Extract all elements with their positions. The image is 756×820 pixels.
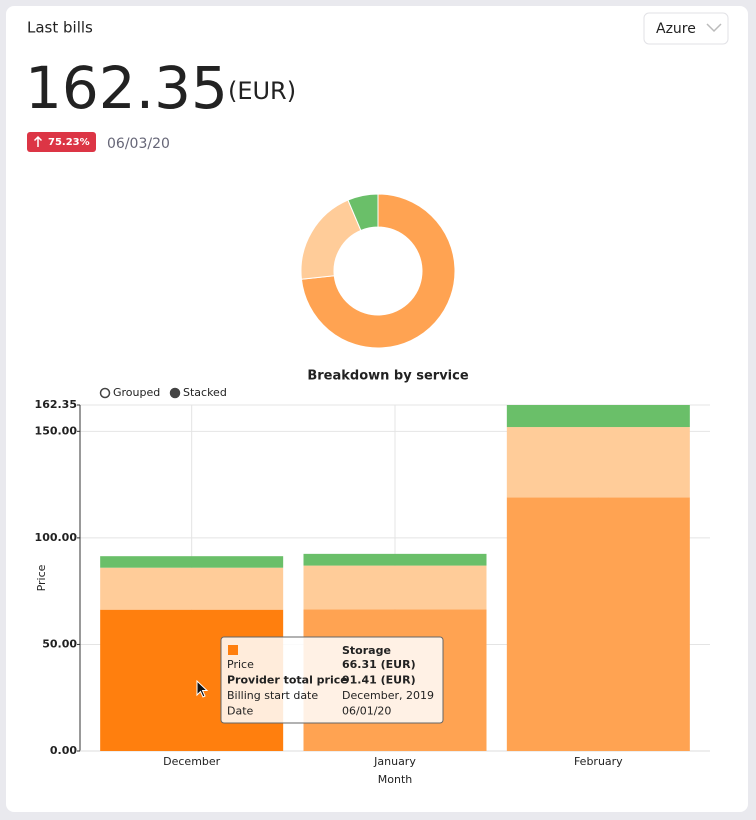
change-badge <box>27 132 96 152</box>
y-tick-label: 162.35 <box>35 398 77 411</box>
x-tick-label: February <box>574 755 623 768</box>
card-title: Last bills <box>27 19 93 37</box>
mode-label[interactable]: Stacked <box>183 386 227 399</box>
amount: 162.35 <box>25 54 228 122</box>
tooltip-value: 06/01/20 <box>342 705 391 718</box>
x-axis-label: Month <box>378 773 413 786</box>
tooltip-swatch <box>228 645 238 655</box>
tooltip: Storage Price 66.31 (EUR) Provider total pr… <box>196 636 444 724</box>
mode-label[interactable]: Grouped <box>113 386 160 399</box>
y-tick-label: 0.00 <box>50 744 77 757</box>
bar-chart-title: Breakdown by service <box>307 369 468 384</box>
donut-slice <box>300 193 456 349</box>
bar-segment[interactable] <box>303 565 487 610</box>
y-axis-label: Price <box>35 564 48 591</box>
tooltip-key: Date <box>227 705 254 718</box>
bar-segment[interactable] <box>303 553 487 566</box>
mode-radio[interactable] <box>99 387 111 399</box>
bar-segment[interactable] <box>506 497 690 751</box>
bar-segment[interactable] <box>100 556 284 568</box>
total-amount: 162.35(EUR) <box>25 54 296 122</box>
y-tick-label: 150.00 <box>35 424 78 437</box>
tooltip-key: Billing start date <box>227 689 318 702</box>
provider-select[interactable] <box>643 12 729 45</box>
tooltip-value: December, 2019 <box>342 689 434 702</box>
x-tick-label: January <box>373 755 416 768</box>
bar-segment[interactable] <box>100 567 284 610</box>
tooltip-value: 66.31 (EUR) <box>342 658 416 671</box>
up-arrow <box>33 135 43 147</box>
x-tick-label: December <box>163 755 221 768</box>
donut-slice <box>347 193 379 232</box>
plot: Grouped Stacked 0.00 50.00 100.00 150.00 162.3… <box>35 193 710 768</box>
mode-radio[interactable] <box>169 387 181 399</box>
bill-date: 06/03/20 <box>107 136 170 152</box>
mouse-cursor <box>196 679 209 698</box>
select-chevron[interactable] <box>706 23 722 33</box>
bar-segment[interactable] <box>506 427 690 498</box>
tooltip-box <box>220 636 444 724</box>
provider-select-value[interactable]: Azure <box>656 21 696 37</box>
currency: (EUR) <box>228 77 296 105</box>
bar-segment[interactable] <box>506 405 690 428</box>
change-value: 75.23% <box>48 137 90 148</box>
y-tick-label: 50.00 <box>42 637 77 650</box>
tooltip-title: Storage <box>342 644 391 657</box>
tooltip-value: 91.41 (EUR) <box>342 674 416 687</box>
tooltip-key: Price <box>227 658 254 671</box>
y-tick-label: 100.00 <box>35 531 78 544</box>
tooltip-key: Provider total price <box>227 674 348 687</box>
